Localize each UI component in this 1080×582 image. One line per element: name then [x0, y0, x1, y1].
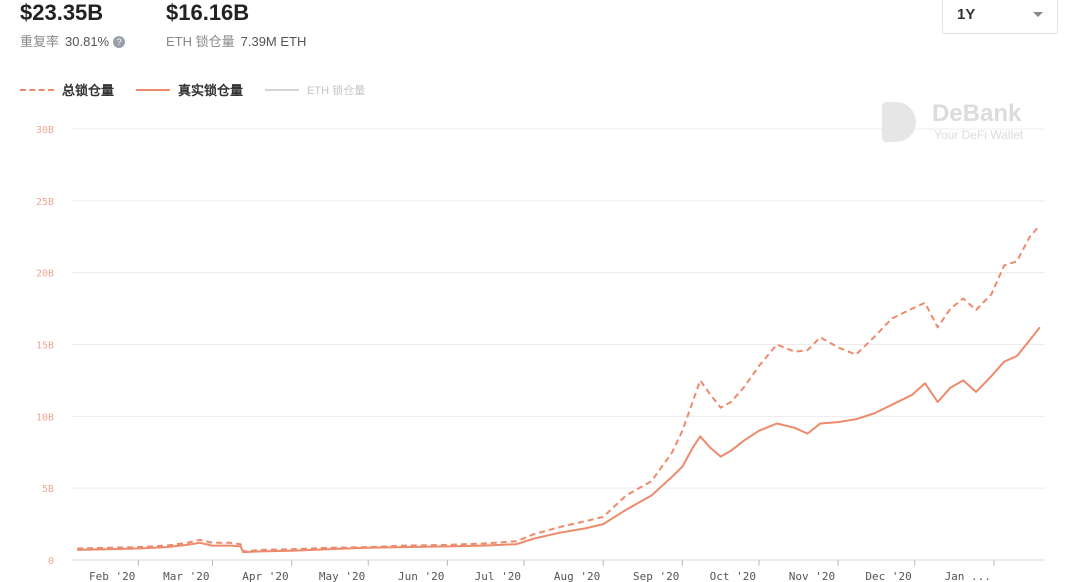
real-locked-value: $16.16B — [166, 0, 250, 25]
repeat-rate-value: 30.81% — [65, 34, 110, 49]
y-tick-label: 15B — [36, 341, 54, 352]
x-tick-label: Feb '20 — [89, 570, 135, 582]
debank-logo-icon — [882, 102, 916, 142]
legend-item-real[interactable]: 真实锁仓量 — [136, 80, 243, 99]
question-circle-icon[interactable]: ? — [113, 36, 126, 48]
x-axis: Feb '20 Mar '20 Apr '20 May '20 Jun '20 Jul '… — [89, 560, 995, 582]
chevron-down-icon — [1033, 12, 1043, 17]
x-tick-label: Dec '20 — [865, 570, 911, 582]
y-tick-label: 30B — [36, 125, 54, 136]
legend-label-real: 真实锁仓量 — [178, 83, 244, 98]
legend-solid-line-icon — [265, 88, 300, 91]
time-range-select[interactable]: 1Y — [942, 0, 1058, 34]
chart-series — [77, 224, 1041, 554]
watermark-subtitle: Your DeFi Wallet — [934, 128, 1024, 142]
y-tick-label: 10B — [36, 412, 54, 423]
y-tick-label: 5B — [42, 484, 54, 495]
x-tick-label: Mar '20 — [163, 570, 209, 582]
y-tick-label: 0 — [48, 556, 54, 567]
series-line-total — [77, 224, 1041, 553]
y-axis-ticks: 0 5B 10B 15B 20B 25B 30B — [36, 125, 54, 567]
eth-locked-label: ETH 锁仓量 — [166, 34, 235, 49]
repeat-rate: 重复率 30.81%? — [20, 31, 126, 50]
legend-solid-line-icon — [136, 88, 171, 91]
eth-locked: ETH 锁仓量 7.39M ETH — [166, 31, 306, 50]
x-tick-label: Jan ... — [945, 570, 991, 582]
x-tick-label: Aug '20 — [554, 570, 600, 582]
legend-label-total: 总锁仓量 — [62, 83, 115, 98]
total-locked-value: $23.35B — [20, 0, 104, 25]
x-tick-label: Sep '20 — [633, 570, 679, 582]
legend-label-eth: ETH 锁仓量 — [307, 84, 366, 97]
repeat-rate-label: 重复率 — [20, 34, 60, 49]
time-range-value: 1Y — [957, 6, 976, 23]
x-tick-label: May '20 — [319, 570, 365, 582]
eth-locked-value: 7.39M ETH — [240, 34, 307, 49]
x-tick-label: Nov '20 — [789, 570, 835, 582]
legend-dashed-line-icon — [20, 88, 54, 91]
chart-grid — [72, 128, 1045, 561]
x-tick-label: Jun '20 — [398, 570, 444, 582]
series-line-real — [77, 326, 1041, 554]
watermark-title: DeBank — [932, 100, 1022, 127]
legend-item-total[interactable]: 总锁仓量 — [20, 80, 114, 99]
x-tick-label: Oct '20 — [710, 570, 756, 582]
x-tick-label: Jul '20 — [475, 570, 521, 582]
y-tick-label: 25B — [36, 197, 54, 208]
legend-item-eth[interactable]: ETH 锁仓量 — [265, 80, 365, 99]
chart-legend: 总锁仓量 真实锁仓量 ETH 锁仓量 — [20, 80, 387, 99]
y-tick-label: 20B — [36, 269, 54, 280]
x-tick-label: Apr '20 — [242, 570, 288, 582]
